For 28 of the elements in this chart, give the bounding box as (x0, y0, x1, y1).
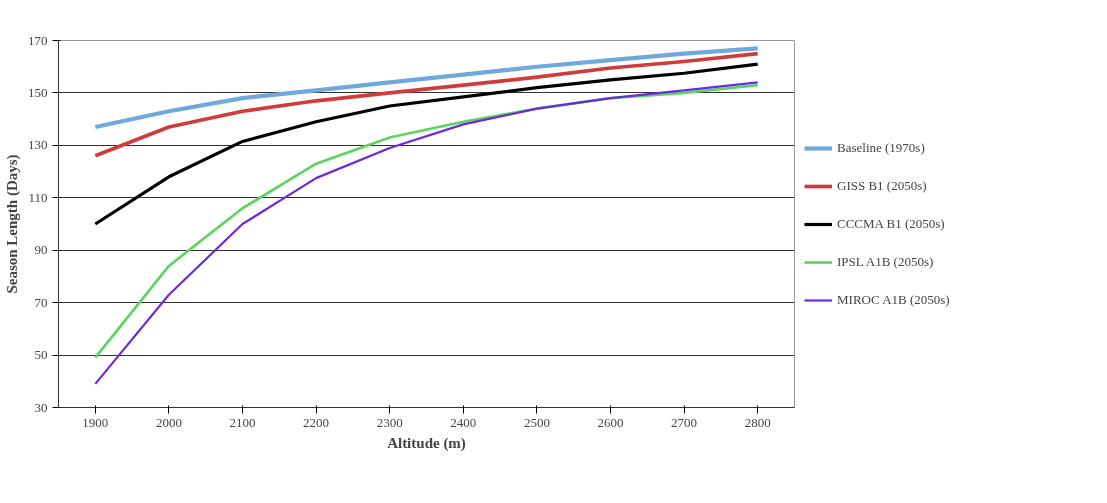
x-tick-label: 2300 (376, 414, 403, 430)
legend-label: GISS B1 (2050s) (837, 177, 927, 194)
x-tick-label: 2600 (597, 414, 624, 430)
y-tick-label: 110 (28, 189, 48, 205)
legend-label: CCCMA B1 (2050s) (837, 215, 945, 232)
y-tick-label: 150 (28, 84, 48, 100)
y-tick-label: 30 (34, 399, 48, 415)
legend-label: Baseline (1970s) (837, 139, 925, 156)
y-axis-title: Season Length (Days) (4, 154, 21, 294)
y-tick-label: 70 (34, 294, 48, 310)
x-tick-label: 2700 (671, 414, 698, 430)
x-tick-label: 2400 (450, 414, 477, 430)
y-tick-label: 50 (34, 347, 48, 363)
x-tick-label: 1900 (82, 414, 109, 430)
y-tick-label: 90 (34, 242, 48, 258)
x-axis-title: Altitude (m) (387, 434, 466, 452)
legend-label: IPSL A1B (2050s) (837, 253, 934, 270)
x-tick-label: 2500 (523, 414, 550, 430)
x-tick-label: 2000 (155, 414, 182, 430)
line-series (93, 62, 760, 226)
x-tick-label: 2200 (303, 414, 330, 430)
legend-label: MIROC A1B (2050s) (837, 291, 950, 308)
x-tick-label: 2100 (229, 414, 256, 430)
line-series (93, 51, 760, 158)
y-tick-label: 130 (28, 137, 48, 153)
x-tick-label: 2800 (744, 414, 771, 430)
y-tick-label: 170 (28, 32, 48, 48)
line-series (93, 46, 760, 130)
